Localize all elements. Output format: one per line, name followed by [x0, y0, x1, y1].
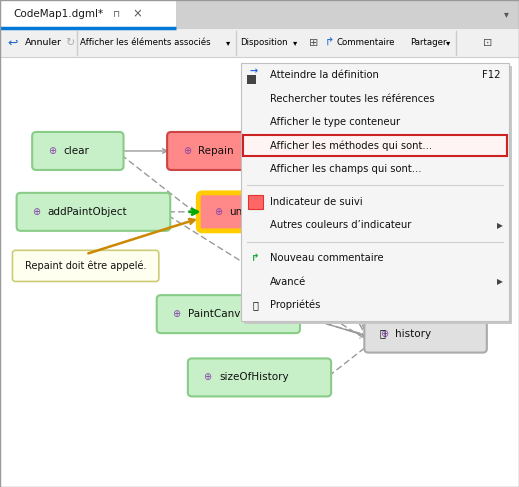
FancyBboxPatch shape	[247, 75, 256, 84]
Text: 🌍: 🌍	[380, 329, 386, 338]
Text: CodeMap1.dgml*: CodeMap1.dgml*	[13, 9, 103, 19]
Text: history: history	[395, 329, 432, 338]
FancyBboxPatch shape	[364, 315, 487, 353]
Text: addPaintObject: addPaintObject	[48, 207, 127, 217]
Text: ↱: ↱	[324, 38, 334, 48]
Text: Afficher le type conteneur: Afficher le type conteneur	[270, 117, 400, 127]
Text: Afficher les éléments associés: Afficher les éléments associés	[80, 38, 211, 47]
FancyBboxPatch shape	[244, 66, 512, 324]
Text: PaintCanvas: PaintCanvas	[188, 309, 252, 319]
Text: undo: undo	[229, 207, 256, 217]
FancyBboxPatch shape	[248, 195, 263, 208]
Text: F12: F12	[482, 70, 501, 80]
FancyBboxPatch shape	[12, 250, 159, 281]
Text: ▾: ▾	[293, 38, 297, 47]
Text: ⊕: ⊕	[380, 329, 388, 338]
Text: ↻: ↻	[65, 38, 74, 48]
Text: Afficher les champs qui sont...: Afficher les champs qui sont...	[270, 164, 421, 174]
Text: Atteindre la définition: Atteindre la définition	[270, 70, 379, 80]
Text: sizeOfHistory: sizeOfHistory	[219, 373, 289, 382]
FancyBboxPatch shape	[0, 28, 519, 57]
Text: clear: clear	[63, 146, 89, 156]
FancyBboxPatch shape	[0, 0, 176, 28]
Text: Commentaire: Commentaire	[336, 38, 395, 47]
Text: ⊕: ⊕	[172, 309, 181, 319]
Text: Autres couleurs d’indicateur: Autres couleurs d’indicateur	[270, 220, 411, 230]
FancyBboxPatch shape	[241, 63, 509, 321]
Text: ⊞: ⊞	[309, 38, 318, 48]
FancyBboxPatch shape	[157, 295, 300, 333]
Text: ⊕: ⊕	[214, 207, 222, 217]
Text: ▾: ▾	[446, 38, 450, 47]
Text: ⊓: ⊓	[113, 10, 120, 19]
Text: →: →	[249, 66, 257, 76]
Text: Propriétés: Propriétés	[270, 300, 320, 310]
FancyBboxPatch shape	[167, 132, 269, 170]
FancyBboxPatch shape	[198, 193, 300, 231]
Text: ⊕: ⊕	[48, 146, 56, 156]
Text: ×: ×	[132, 8, 143, 20]
Text: Avancé: Avancé	[270, 277, 306, 286]
Text: ⊕: ⊕	[203, 373, 212, 382]
FancyBboxPatch shape	[32, 132, 124, 170]
Text: ↩: ↩	[8, 37, 18, 49]
Text: Annuler: Annuler	[25, 38, 62, 47]
Text: Afficher les méthodes qui sont...: Afficher les méthodes qui sont...	[270, 140, 432, 150]
Text: ▶: ▶	[497, 221, 502, 230]
Text: ↱: ↱	[252, 253, 260, 263]
Text: 🔧: 🔧	[253, 300, 259, 310]
Text: Indicateur de suivi: Indicateur de suivi	[270, 197, 362, 207]
Text: ⊕: ⊕	[183, 146, 191, 156]
Text: Repain: Repain	[198, 146, 234, 156]
Text: Partager: Partager	[410, 38, 446, 47]
Text: ⊕: ⊕	[32, 207, 40, 217]
FancyBboxPatch shape	[0, 0, 519, 28]
Text: Nouveau commentaire: Nouveau commentaire	[270, 253, 384, 263]
Text: Rechercher toutes les références: Rechercher toutes les références	[270, 94, 434, 104]
Text: ▾: ▾	[503, 9, 509, 19]
Text: Repaint doit être appelé.: Repaint doit être appelé.	[25, 261, 146, 271]
FancyBboxPatch shape	[0, 57, 519, 487]
Text: ▶: ▶	[497, 277, 502, 286]
Text: ▾: ▾	[226, 38, 230, 47]
Text: Disposition: Disposition	[240, 38, 288, 47]
FancyBboxPatch shape	[188, 358, 331, 396]
FancyBboxPatch shape	[243, 135, 507, 156]
Text: ⊡: ⊡	[483, 38, 492, 48]
FancyBboxPatch shape	[17, 193, 170, 231]
